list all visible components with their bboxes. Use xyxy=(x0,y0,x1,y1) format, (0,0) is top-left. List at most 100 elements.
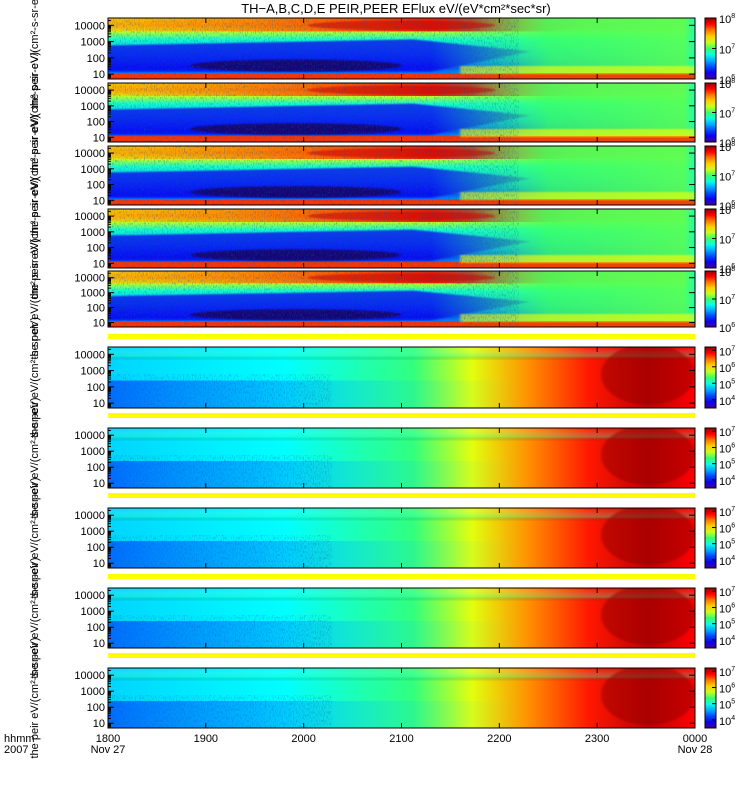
y-tick-label: 1000 xyxy=(81,227,105,239)
y-tick-label: 1000 xyxy=(81,446,105,458)
spectrogram-panel: 10000 1000 100 10 the peir eV/(cm²-s-sr-eV) 1… xyxy=(29,477,735,598)
colorbar-tick-label: 104 xyxy=(719,395,735,408)
y-tick-label: 10 xyxy=(93,638,105,650)
colorbar-tick-label: 105 xyxy=(719,699,735,712)
colorbar-tick-label: 106 xyxy=(719,74,735,87)
y-tick-label: 10 xyxy=(93,132,105,144)
colorbar-tick-label: 105 xyxy=(719,378,735,391)
colorbar-tick-label: 104 xyxy=(719,715,735,728)
colorbar-tick-label: 106 xyxy=(719,522,735,535)
panel-separator xyxy=(108,653,695,658)
y-tick-label: 10000 xyxy=(74,430,105,442)
colorbar-tick-label: 107 xyxy=(719,506,735,519)
x-date-label: Nov 27 xyxy=(91,744,126,756)
x-tick-label: 1900 xyxy=(194,733,218,745)
colorbar-tick-label: 108 xyxy=(719,78,735,91)
panel-separator xyxy=(108,574,695,579)
colorbar-tick-label: 104 xyxy=(719,475,735,488)
panel-separator xyxy=(108,413,695,418)
y-tick-label: 1000 xyxy=(81,606,105,618)
y-tick-label: 10000 xyxy=(74,590,105,602)
y-axis-label: the peir eV/(cm²-s-sr-eV) xyxy=(29,52,41,173)
y-tick-label: 100 xyxy=(87,117,105,129)
y-tick-label: 100 xyxy=(87,243,105,255)
y-tick-label: 10 xyxy=(93,718,105,730)
spectrogram-panel: 10000 1000 100 10 the peir eV/(cm²-s-sr-eV) 1… xyxy=(29,557,735,678)
colorbar-tick-label: 104 xyxy=(719,635,735,648)
y-tick-label: 100 xyxy=(87,382,105,394)
colorbar-tick-label: 107 xyxy=(719,586,735,599)
y-tick-label: 10000 xyxy=(74,273,105,285)
colorbar-tick-label: 105 xyxy=(719,539,735,552)
x-tick-label: 2200 xyxy=(487,733,511,745)
spectrogram-panel: 10000 1000 100 10 the peir eV/(cm²-s-sr-eV) 1… xyxy=(29,637,735,758)
y-tick-label: 10000 xyxy=(74,211,105,223)
figure-title: TH−A,B,C,D,E PEIR,PEER EFlux eV/(eV*cm²*… xyxy=(241,1,551,16)
y-axis-label: the peir eV/(cm²-s-sr-eV) xyxy=(29,178,41,299)
spectrogram-panel: 10000 1000 100 10 the peir eV/(cm²-s-sr-eV) 1… xyxy=(29,0,735,109)
colorbar-tick-label: 106 xyxy=(719,682,735,695)
colorbar-tick-label: 104 xyxy=(719,555,735,568)
y-tick-label: 10000 xyxy=(74,349,105,361)
y-tick-label: 10000 xyxy=(74,510,105,522)
x-tick-label: 2000 xyxy=(291,733,315,745)
y-tick-label: 100 xyxy=(87,303,105,315)
y-tick-label: 10 xyxy=(93,258,105,270)
colorbar-tick-label: 106 xyxy=(719,362,735,375)
y-tick-label: 1000 xyxy=(81,164,105,176)
colorbar-tick-label: 108 xyxy=(719,266,735,279)
y-axis-label: the peir eV/(cm²-s-sr-eV) xyxy=(29,0,41,109)
y-tick-label: 10000 xyxy=(74,670,105,682)
y-tick-label: 100 xyxy=(87,53,105,65)
colorbar xyxy=(704,346,717,409)
y-tick-label: 1000 xyxy=(81,366,105,378)
spectrogram-panel: 10000 1000 100 10 the peir eV/(cm²-s-sr-eV) 1… xyxy=(29,317,735,438)
colorbar-tick-label: 107 xyxy=(719,44,735,57)
x-tick-label: 1800 xyxy=(96,733,120,745)
x-tick-label: 2300 xyxy=(585,733,609,745)
colorbar-tick-label: 107 xyxy=(719,345,735,358)
colorbar-tick-label: 105 xyxy=(719,619,735,632)
y-tick-label: 100 xyxy=(87,180,105,192)
colorbar-tick-label: 106 xyxy=(719,137,735,150)
spectrogram-panel: 10000 1000 100 10 the peir eV/(cm²-s-sr-eV) 1… xyxy=(29,52,735,173)
y-axis-label: the peir eV/(cm²-s-sr-eV) xyxy=(29,115,41,236)
colorbar-tick-label: 106 xyxy=(719,602,735,615)
spectrogram-panel: 10000 1000 100 10 the peir eV/(cm²-s-sr-eV) 1… xyxy=(29,397,735,518)
colorbar-tick-label: 105 xyxy=(719,459,735,472)
y-axis-label: the peir eV/(cm²-s-sr-eV) xyxy=(29,557,41,678)
x-axis-year-label: 2007 xyxy=(4,744,28,756)
y-axis-label: the peir eV/(cm²-s-sr-eV) xyxy=(29,238,41,359)
y-tick-label: 10000 xyxy=(74,148,105,160)
y-tick-label: 10000 xyxy=(74,20,105,32)
colorbar-tick-label: 106 xyxy=(719,200,735,213)
y-tick-label: 100 xyxy=(87,622,105,634)
y-tick-label: 100 xyxy=(87,702,105,714)
y-tick-label: 1000 xyxy=(81,686,105,698)
y-tick-label: 1000 xyxy=(81,526,105,538)
colorbar-tick-label: 108 xyxy=(719,204,735,217)
y-tick-label: 10 xyxy=(93,558,105,570)
colorbar xyxy=(704,587,717,649)
x-tick-label: 0000 xyxy=(683,733,707,745)
y-axis-label: the peir eV/(cm²-s-sr-eV) xyxy=(29,637,41,758)
y-tick-label: 10 xyxy=(93,195,105,207)
y-tick-label: 10 xyxy=(93,69,105,81)
y-axis-label: the peir eV/(cm²-s-sr-eV) xyxy=(29,397,41,518)
colorbar-tick-label: 107 xyxy=(719,294,735,307)
colorbar-tick-label: 106 xyxy=(719,263,735,276)
y-tick-label: 1000 xyxy=(81,37,105,49)
y-tick-label: 100 xyxy=(87,542,105,554)
colorbar-tick-label: 106 xyxy=(719,322,735,335)
x-axis: 1800 1900 2000 2100 2200 2300 0000 Nov 27 Nov 28… xyxy=(4,733,712,756)
colorbar-tick-label: 108 xyxy=(719,13,735,26)
y-tick-label: 1000 xyxy=(81,288,105,300)
colorbar-tick-label: 107 xyxy=(719,666,735,679)
y-axis-label: the peir eV/(cm²-s-sr-eV) xyxy=(29,477,41,598)
colorbar-tick-label: 107 xyxy=(719,234,735,247)
y-axis-label: the peir eV/(cm²-s-sr-eV) xyxy=(29,317,41,438)
colorbar xyxy=(704,507,717,569)
spectrogram-panel: 10000 1000 100 10 the peir eV/(cm²-s-sr-eV) 1… xyxy=(29,178,735,299)
colorbar-tick-label: 107 xyxy=(719,108,735,121)
